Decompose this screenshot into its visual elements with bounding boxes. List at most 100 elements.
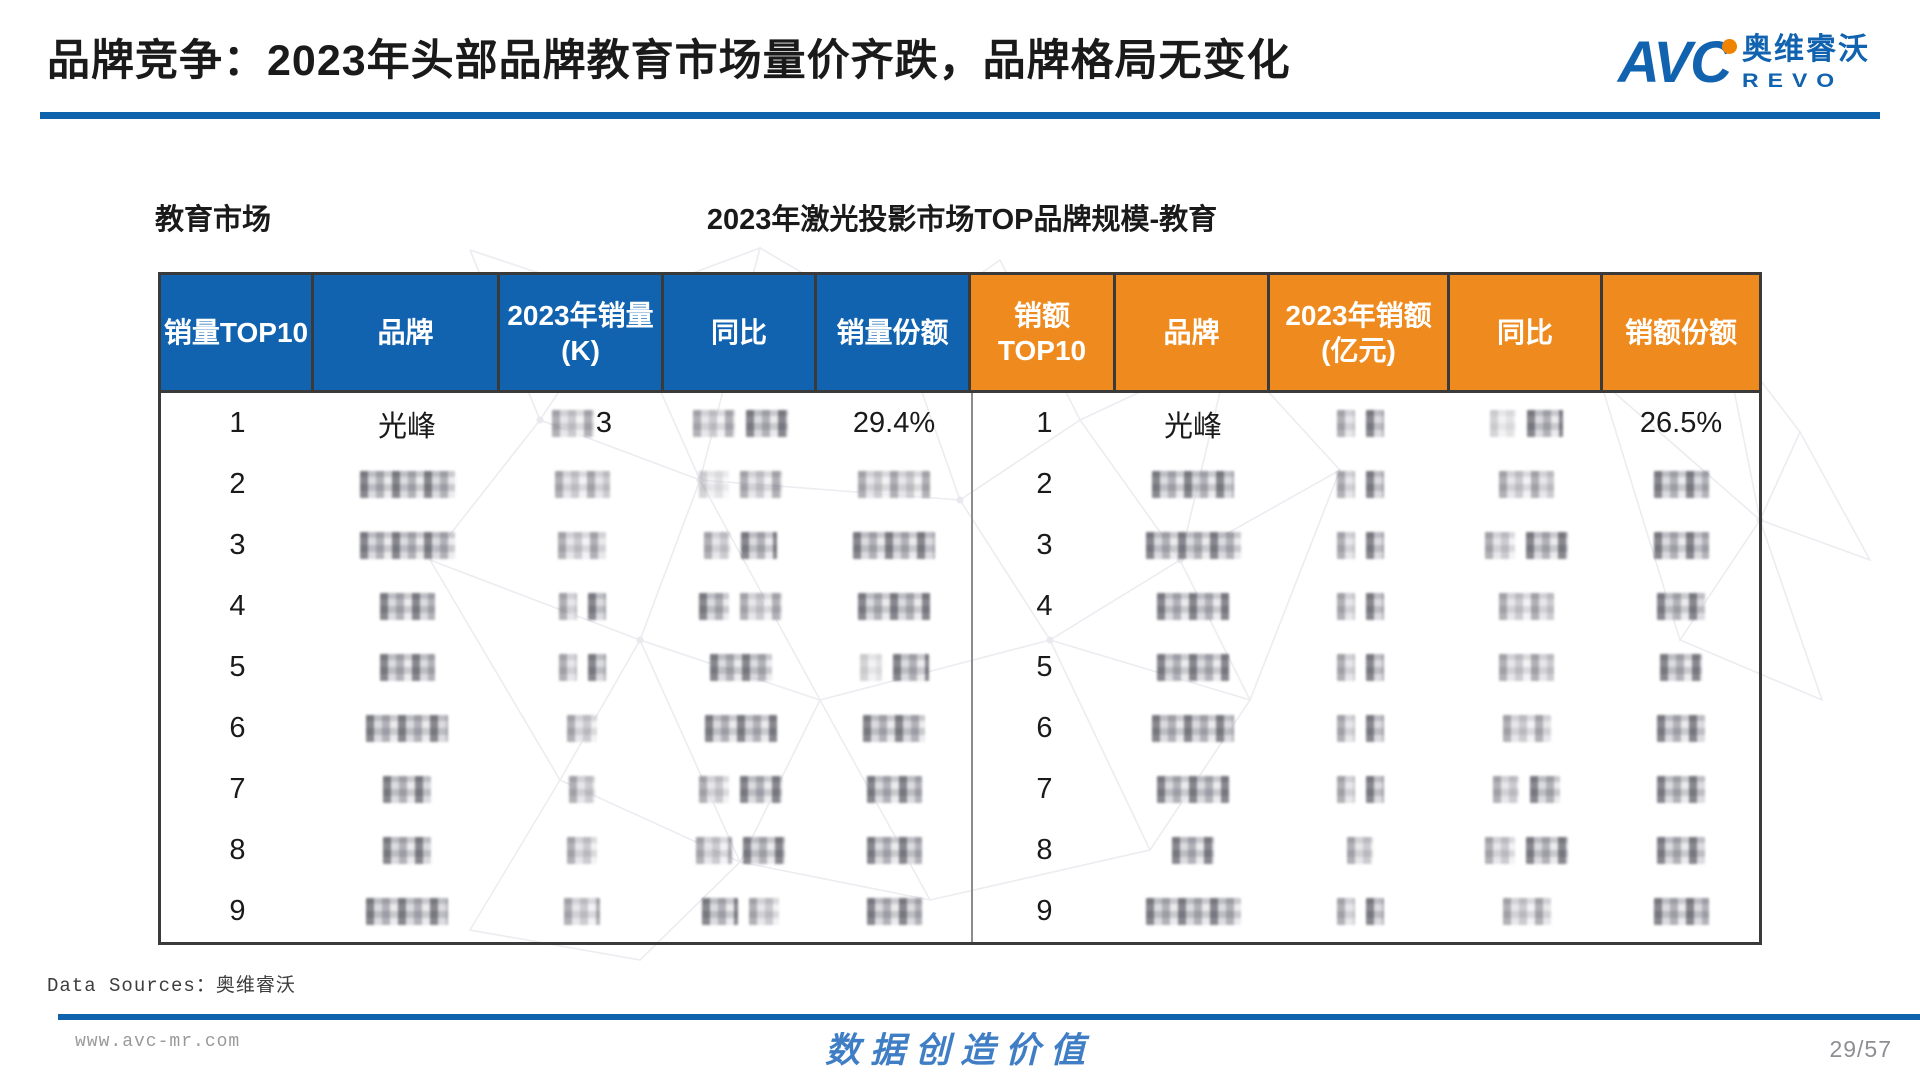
cell-value [1270, 881, 1450, 942]
redacted-value [359, 532, 455, 559]
redacted-value [1499, 654, 1554, 681]
cell-value [1270, 637, 1450, 698]
cell-rank: 4 [229, 590, 246, 622]
website-url: www.avc-mr.com [75, 1032, 241, 1052]
redacted-value [704, 715, 777, 742]
redacted-value [1653, 898, 1709, 925]
redacted-value [1157, 593, 1229, 620]
redacted-value [693, 410, 735, 437]
redacted-value [699, 471, 729, 498]
redacted-value [1336, 410, 1355, 437]
cell-rank: 1 [229, 407, 246, 439]
redacted-value [1527, 410, 1563, 437]
cell-yoy [1450, 637, 1603, 698]
redacted-value [1145, 532, 1241, 559]
redacted-value [564, 898, 600, 925]
cell-rank: 9 [229, 895, 246, 927]
redacted-value [704, 532, 730, 559]
cell-share [1603, 637, 1759, 698]
cell-yoy [664, 576, 817, 637]
cell-brand [314, 576, 500, 637]
header-value-share: 销额份额 [1603, 275, 1759, 390]
cell-rank: 6 [971, 698, 1116, 759]
cell-yoy [1450, 820, 1603, 881]
redacted-value [740, 593, 782, 620]
redacted-value [858, 471, 930, 498]
cell-rank: 5 [229, 651, 246, 683]
table-row: 5 5 [161, 637, 1759, 698]
cell-yoy [664, 393, 817, 454]
redacted-value [1336, 654, 1355, 681]
cell-rank: 3 [971, 515, 1116, 576]
cell-volume [500, 698, 664, 759]
header-value-top10: 销额TOP10 [971, 275, 1116, 390]
table-row: 2 2 [161, 454, 1759, 515]
cell-brand [1116, 454, 1270, 515]
redacted-value [863, 715, 925, 742]
cell-rank: 8 [229, 834, 246, 866]
cell-brand [1116, 881, 1270, 942]
cell-share [1603, 576, 1759, 637]
cell-share [817, 454, 971, 515]
cell-volume [500, 454, 664, 515]
redacted-value [1657, 837, 1705, 864]
cell-brand: 光峰 [377, 410, 436, 443]
cell-rank: 8 [971, 820, 1116, 881]
cell-brand [314, 454, 500, 515]
cell-volume [500, 576, 664, 637]
cell-volume: 3 [500, 393, 664, 454]
redacted-value [558, 532, 606, 559]
header-yoy-right: 同比 [1450, 275, 1603, 390]
cell-yoy [1450, 881, 1603, 942]
cell-value [1270, 698, 1450, 759]
cell-yoy [664, 759, 817, 820]
header-brand-right: 品牌 [1116, 275, 1270, 390]
cell-rank: 5 [971, 637, 1116, 698]
redacted-value [1365, 532, 1384, 559]
redacted-value [551, 410, 594, 437]
redacted-value [1490, 410, 1516, 437]
table-title: 2023年激光投影市场TOP品牌规模-教育 [706, 204, 1218, 236]
redacted-value [1157, 776, 1229, 803]
redacted-value [866, 776, 922, 803]
redacted-value [1657, 776, 1705, 803]
redacted-value [743, 837, 785, 864]
redacted-value [1499, 471, 1554, 498]
cell-rank: 2 [229, 468, 246, 500]
redacted-value [554, 471, 610, 498]
redacted-value [1365, 654, 1384, 681]
cell-share [1603, 698, 1759, 759]
cell-brand [314, 881, 500, 942]
redacted-value [366, 898, 448, 925]
header-volume-top10: 销量TOP10 [161, 275, 314, 390]
redacted-value [709, 654, 772, 681]
cell-share: 26.5% [1639, 407, 1723, 439]
footer-divider-line [58, 1014, 1920, 1020]
redacted-value [1145, 898, 1241, 925]
title-divider-line [40, 112, 1880, 119]
logo-revo-wordmark: REVO [1742, 68, 1844, 91]
cell-share: 29.4% [852, 407, 936, 439]
redacted-value [696, 837, 732, 864]
redacted-value [1530, 776, 1560, 803]
cell-share [1603, 515, 1759, 576]
avc-logo-text: AVC [1618, 34, 1737, 92]
cell-brand [1116, 576, 1270, 637]
cell-value [1270, 454, 1450, 515]
redacted-value [1365, 471, 1384, 498]
cell-share [1603, 881, 1759, 942]
redacted-value [567, 715, 597, 742]
redacted-value [1657, 593, 1705, 620]
cell-yoy [664, 637, 817, 698]
redacted-value [1502, 715, 1551, 742]
redacted-value [1336, 715, 1355, 742]
cell-yoy [1450, 759, 1603, 820]
redacted-value [740, 471, 782, 498]
header-volume-share: 销量份额 [817, 275, 971, 390]
table-row: 6 6 [161, 698, 1759, 759]
cell-share [817, 759, 971, 820]
table-row: 9 9 [161, 881, 1759, 942]
cell-share [817, 881, 971, 942]
redacted-value [569, 776, 595, 803]
data-sources-note: Data Sources：奥维睿沃 [47, 975, 296, 997]
